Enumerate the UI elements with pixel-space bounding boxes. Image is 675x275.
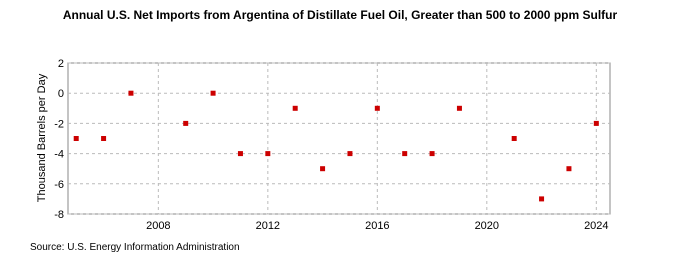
- x-tick-label: 2020: [475, 220, 499, 232]
- point: [101, 136, 107, 141]
- point: [210, 90, 216, 96]
- point: [593, 120, 599, 126]
- y-tick-label: 0: [58, 88, 64, 100]
- point: [73, 136, 79, 141]
- y-tick-label: 2: [58, 58, 64, 70]
- point: [374, 105, 380, 111]
- point: [456, 105, 462, 111]
- point: [402, 151, 408, 157]
- plot-area: [67, 62, 611, 215]
- y-tick-label: -2: [54, 118, 64, 130]
- point: [347, 151, 353, 157]
- point: [539, 196, 545, 202]
- x-tick-label: 2012: [256, 220, 280, 232]
- x-tick-label: 2016: [365, 220, 389, 232]
- y-tick-label: -8: [54, 209, 64, 221]
- point: [265, 151, 271, 157]
- point: [183, 120, 189, 126]
- point: [429, 151, 435, 157]
- y-tick-label: -6: [54, 179, 64, 191]
- x-tick-label: 2024: [584, 220, 608, 232]
- point: [511, 136, 517, 141]
- point: [292, 105, 298, 111]
- source: Source: U.S. Energy Information Administ…: [30, 242, 240, 253]
- y-tick-label: -4: [54, 149, 64, 161]
- chart-title: Annual U.S. Net Imports from Argentina o…: [62, 8, 618, 22]
- point: [237, 151, 243, 157]
- y-axis-label: Thousand Barrels per Day: [36, 73, 48, 202]
- point: [566, 166, 572, 172]
- x-tick-label: 2008: [146, 220, 170, 232]
- point: [128, 90, 134, 96]
- point: [320, 166, 326, 172]
